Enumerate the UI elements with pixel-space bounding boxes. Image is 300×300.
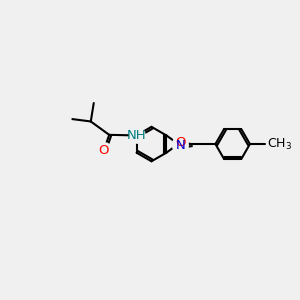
Text: N: N bbox=[176, 139, 185, 152]
Text: NH: NH bbox=[127, 129, 146, 142]
Text: O: O bbox=[99, 144, 109, 157]
Text: CH$_3$: CH$_3$ bbox=[267, 136, 292, 152]
Text: O: O bbox=[175, 136, 186, 149]
